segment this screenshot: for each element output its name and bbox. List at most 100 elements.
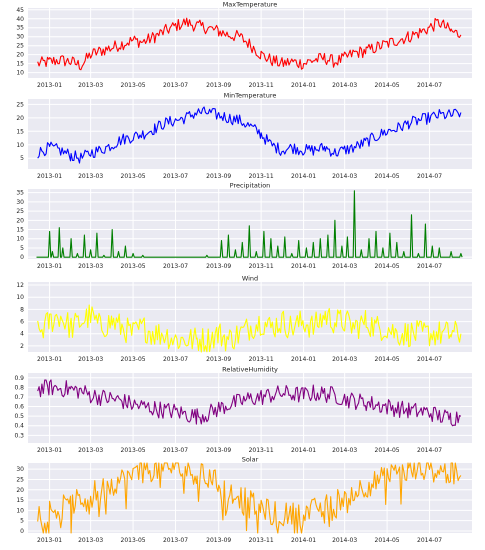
x-tick-label: 2013-11 [249, 537, 274, 544]
y-tick-label: 0.4 [14, 423, 24, 430]
x-tick-label: 2014-05 [375, 173, 400, 180]
series-line-mintemperature [37, 106, 462, 164]
y-tick-label: 30 [16, 466, 24, 473]
y-tick-label: 30 [16, 34, 24, 41]
x-tick-label: 2014-03 [332, 447, 357, 454]
x-tick-label: 2014-03 [332, 356, 357, 363]
y-tick-label: 15 [16, 497, 24, 504]
x-tick-label: 2013-09 [206, 82, 231, 89]
y-tick-label: 15 [16, 227, 24, 234]
panel-title: MinTemperature [224, 92, 277, 100]
x-tick-label: 2013-03 [78, 356, 103, 363]
x-tick-label: 2013-05 [121, 447, 146, 454]
y-tick-label: 45 [16, 7, 24, 14]
y-tick-label: 0.3 [14, 432, 24, 439]
x-tick-label: 2013-05 [121, 82, 146, 89]
x-tick-label: 2013-11 [249, 173, 274, 180]
y-tick-label: 10 [16, 70, 24, 77]
plot-area [28, 99, 472, 169]
x-tick-label: 2013-07 [163, 173, 188, 180]
panel-maxtemperature: 10 15 20 25 30 35 40 45 2013-01 2013-03 2013-05 201… [16, 1, 472, 89]
panel-wind: 2 4 6 8 10 12 2013-01 2013-03 2013-05 2013-07 2013… [16, 275, 472, 363]
y-tick-label: 0 [20, 528, 24, 535]
y-tick-label: 2 [20, 343, 24, 350]
x-tick-label: 2014-05 [375, 447, 400, 454]
x-tick-label: 2014-07 [417, 537, 442, 544]
panel-title: Precipitation [230, 182, 271, 190]
x-tick-label: 2013-11 [249, 82, 274, 89]
x-tick-label: 2013-09 [206, 356, 231, 363]
y-tick-label: 20 [16, 487, 24, 494]
x-tick-label: 2014-03 [332, 263, 357, 270]
x-tick-label: 2013-01 [37, 537, 62, 544]
x-tick-label: 2013-11 [249, 356, 274, 363]
x-tick-label: 2014-03 [332, 82, 357, 89]
panel-title: MaxTemperature [223, 1, 278, 9]
x-tick-label: 2013-07 [163, 356, 188, 363]
x-tick-label: 2013-09 [206, 173, 231, 180]
x-tick-label: 2013-01 [37, 356, 62, 363]
y-tick-label: 35 [16, 25, 24, 32]
x-tick-label: 2014-05 [375, 537, 400, 544]
y-tick-label: 5 [20, 518, 24, 525]
y-tick-label: 0.5 [14, 413, 24, 420]
y-tick-label: 15 [16, 61, 24, 68]
y-tick-label: 20 [16, 52, 24, 59]
x-tick-label: 2014-07 [417, 173, 442, 180]
series-line-solar [37, 462, 462, 534]
x-tick-label: 2014-07 [417, 447, 442, 454]
series-line-relativehumidity [37, 379, 462, 427]
x-tick-label: 2014-05 [375, 263, 400, 270]
x-tick-label: 2013-11 [249, 263, 274, 270]
y-tick-label: 12 [16, 282, 24, 289]
x-tick-label: 2013-03 [78, 82, 103, 89]
plot-area [28, 373, 472, 443]
y-tick-label: 25 [16, 43, 24, 50]
x-tick-label: 2014-03 [332, 173, 357, 180]
panel-title: Wind [242, 275, 258, 283]
y-tick-label: 25 [16, 476, 24, 483]
x-tick-label: 2013-05 [121, 173, 146, 180]
y-tick-label: 0.9 [14, 375, 24, 382]
y-tick-label: 0.6 [14, 404, 24, 411]
x-tick-label: 2014-01 [291, 356, 316, 363]
y-tick-label: 15 [16, 128, 24, 135]
x-tick-label: 2013-07 [163, 82, 188, 89]
x-tick-label: 2013-09 [206, 447, 231, 454]
y-tick-label: 25 [16, 101, 24, 108]
x-tick-label: 2013-05 [121, 263, 146, 270]
x-tick-label: 2013-03 [78, 447, 103, 454]
x-tick-label: 2013-07 [163, 447, 188, 454]
x-tick-label: 2013-01 [37, 82, 62, 89]
x-tick-label: 2014-01 [291, 173, 316, 180]
y-tick-label: 10 [16, 142, 24, 149]
y-tick-label: 35 [16, 190, 24, 197]
series-line-precipitation [36, 190, 463, 258]
x-tick-label: 2013-05 [121, 537, 146, 544]
x-tick-label: 2014-07 [417, 263, 442, 270]
panel-relativehumidity: 0.3 0.4 0.5 0.6 0.7 0.8 0.9 2013-01 2013-03 2013-… [14, 366, 472, 454]
y-tick-label: 40 [16, 16, 24, 23]
y-tick-label: 0.7 [14, 394, 24, 401]
x-tick-label: 2013-07 [163, 537, 188, 544]
y-tick-label: 4 [20, 331, 24, 338]
y-tick-label: 0.8 [14, 384, 24, 391]
series-line-maxtemperature [37, 17, 462, 71]
x-tick-label: 2013-05 [121, 356, 146, 363]
x-tick-label: 2013-09 [206, 537, 231, 544]
series-line-wind [37, 304, 462, 353]
x-tick-label: 2013-03 [78, 537, 103, 544]
panel-solar: 0 5 10 15 20 25 30 2013-01 2013-03 2013-05 2013-07… [16, 456, 472, 544]
x-tick-label: 2014-05 [375, 356, 400, 363]
x-tick-label: 2013-11 [249, 447, 274, 454]
x-tick-label: 2013-03 [78, 173, 103, 180]
x-tick-label: 2013-07 [163, 263, 188, 270]
x-tick-label: 2013-09 [206, 263, 231, 270]
y-tick-label: 20 [16, 217, 24, 224]
y-tick-label: 8 [20, 306, 24, 313]
x-tick-label: 2014-07 [417, 356, 442, 363]
panel-title: Solar [242, 456, 259, 464]
y-tick-label: 25 [16, 208, 24, 215]
